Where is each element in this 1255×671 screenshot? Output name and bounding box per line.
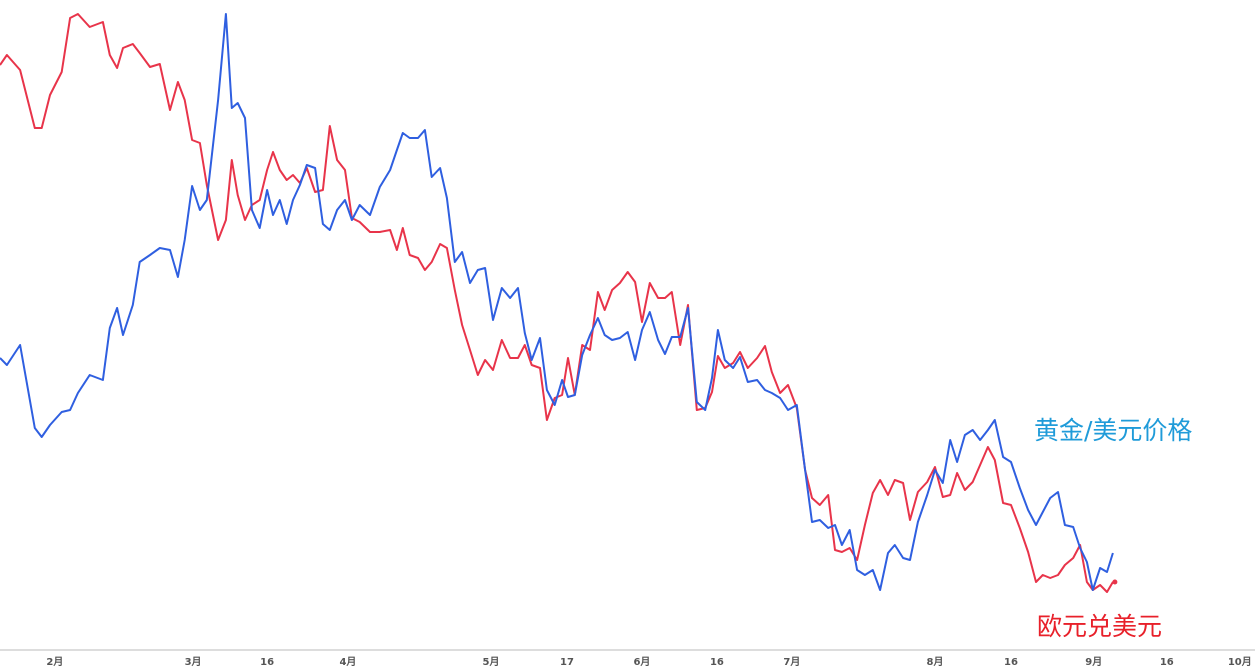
x-tick-label: 4月 [339,656,356,668]
x-tick-label: 7月 [783,656,800,668]
x-tick-label: 16 [1004,657,1018,668]
x-tick-label: 2月 [46,656,63,668]
series-label: 欧元兑美元 [1037,612,1162,641]
x-tick-label: 10月 [1228,656,1252,668]
series-line [0,13,1114,593]
series-line [0,13,1114,591]
x-tick-label: 16 [1160,657,1174,668]
x-tick-label: 5月 [483,656,500,668]
x-tick-label: 16 [260,657,274,668]
x-tick-label: 16 [710,657,724,668]
series-label: 黄金/美元价格 [1034,416,1192,445]
x-tick-label: 8月 [927,656,944,668]
x-tick-label: 3月 [185,656,202,668]
x-tick-label: 17 [560,657,574,668]
x-tick-label: 6月 [633,656,650,668]
end-marker [1112,579,1118,585]
x-tick-label: 9月 [1085,656,1102,668]
